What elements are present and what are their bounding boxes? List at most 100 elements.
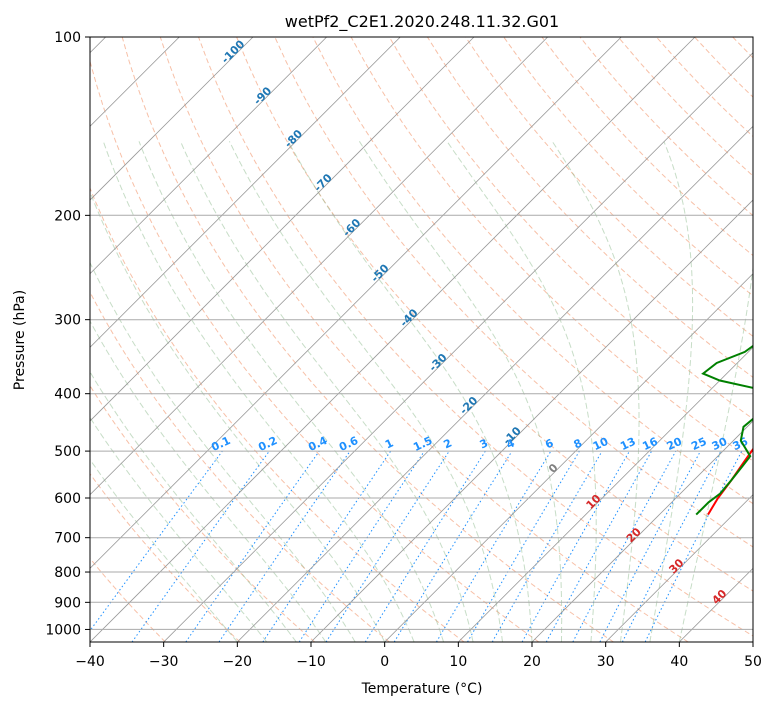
isotherm-line	[458, 346, 753, 642]
x-tick-label: −40	[75, 654, 105, 670]
dry-adiabat-line	[732, 37, 753, 59]
dry-adiabat-line	[90, 291, 390, 642]
dry-adiabat-line	[274, 37, 753, 548]
chart-title: wetPf2_C2E1.2020.248.11.32.G01	[285, 12, 559, 32]
sounding-series	[695, 344, 753, 516]
isotherm-label: 30	[666, 556, 686, 576]
dry-adiabat-line	[159, 37, 689, 642]
isotherm-label: -40	[397, 306, 420, 329]
isotherm-line	[605, 494, 753, 642]
isotherm-label: 20	[624, 525, 644, 545]
y-tick-label: 500	[54, 444, 81, 460]
mixing-ratio-line	[298, 450, 425, 642]
x-tick-label: −20	[223, 654, 253, 670]
dry-adiabat-line	[90, 472, 241, 642]
mixing-ratio-line	[90, 450, 223, 632]
isotherm-line	[679, 567, 753, 642]
thermo-overlay-lines	[90, 37, 775, 642]
y-axis-label: Pressure (hPa)	[12, 290, 28, 390]
dewpoint-profile	[695, 344, 753, 516]
dry-adiabat-line	[350, 37, 753, 462]
mixing-ratio-line	[185, 450, 320, 642]
mixing-ratio-line	[131, 450, 270, 642]
mixing-ratio-line	[545, 450, 653, 642]
mixing-ratio-label: 30	[710, 435, 730, 453]
grid-lines	[90, 37, 753, 642]
mixing-ratio-line	[393, 450, 513, 642]
moist-adiabat-line	[228, 141, 503, 642]
dry-adiabat-line	[236, 37, 753, 592]
isotherm-line	[90, 37, 475, 422]
isotherm-label: 10	[584, 492, 604, 512]
mixing-ratio-line	[262, 450, 392, 642]
y-tick-label: 100	[54, 30, 81, 46]
dry-adiabat-line	[121, 37, 614, 642]
mixing-ratio-label: 1	[383, 436, 395, 451]
dry-adiabat-line	[388, 37, 753, 420]
isotherm-label: -10	[501, 424, 524, 447]
y-tick-label: 400	[54, 387, 81, 403]
x-tick-label: 30	[597, 654, 615, 670]
dry-adiabat-line	[503, 37, 753, 297]
moist-adiabat-line	[358, 141, 563, 642]
dry-adiabat-line	[771, 37, 775, 642]
mixing-ratio-line	[572, 450, 677, 642]
y-tick-label: 900	[54, 595, 81, 611]
mixing-ratio-label: 13	[618, 435, 637, 453]
isotherm-line	[90, 37, 696, 642]
mixing-ratio-line	[325, 450, 450, 642]
isotherm-line	[531, 420, 753, 642]
dry-adiabat-line	[198, 37, 753, 637]
mixing-ratio-line	[364, 450, 486, 642]
moist-adiabat-line	[90, 416, 268, 642]
dry-adiabat-line	[90, 186, 465, 642]
isotherm-line	[90, 37, 327, 275]
mixing-ratio-line	[218, 450, 351, 642]
dry-adiabat-line	[541, 37, 753, 257]
mixing-ratio-label: 2	[442, 436, 454, 451]
isotherm-line	[384, 273, 753, 642]
dry-adiabat-line	[465, 37, 753, 338]
x-tick-label: 0	[380, 654, 389, 670]
moist-adiabat-line	[678, 264, 753, 642]
x-tick-label: 20	[523, 654, 541, 670]
y-tick-label: 800	[54, 565, 81, 581]
x-axis-ticks: −40 −30 −20 −10 0 10 20 30 40 50	[75, 642, 762, 670]
isotherm-label: 40	[709, 587, 729, 607]
mixing-ratio-line	[435, 450, 552, 642]
y-tick-label: 600	[54, 491, 81, 507]
y-tick-label: 1000	[45, 622, 81, 638]
x-tick-label: 40	[670, 654, 688, 670]
dry-adiabat-line	[656, 37, 753, 138]
mixing-ratio-label: 25	[689, 435, 708, 453]
isotherm-line	[90, 37, 548, 496]
y-tick-label: 700	[54, 531, 81, 547]
x-tick-label: −10	[296, 654, 326, 670]
isotherm-line	[237, 125, 753, 642]
dry-adiabat-line	[426, 37, 753, 378]
mixing-ratio-label: 10	[591, 435, 611, 453]
isotherm-label: -90	[251, 84, 274, 107]
y-axis-ticks: 100 200 300 400 500 600 700 800 900 1000	[45, 30, 90, 638]
isotherm-line	[752, 641, 753, 642]
x-tick-label: 50	[744, 654, 762, 670]
dry-adiabat-line	[90, 557, 166, 642]
isotherm-label: -70	[312, 171, 335, 194]
dry-adiabat-line	[90, 384, 316, 642]
isotherm-line	[90, 37, 622, 569]
isotherm-label: -60	[340, 216, 363, 239]
y-tick-label: 300	[54, 313, 81, 329]
x-tick-label: −30	[149, 654, 179, 670]
isotherm-line	[90, 37, 401, 348]
isotherm-label: -80	[282, 127, 305, 150]
isotherm-label: -20	[457, 394, 480, 417]
x-tick-label: 10	[449, 654, 467, 670]
isotherm-line	[90, 37, 254, 201]
plot-frame	[89, 36, 754, 643]
y-tick-label: 200	[54, 208, 81, 224]
moist-adiabat-line	[90, 370, 297, 642]
overlay-labels: 0.1 0.2 0.4 0.6 1 1.5 2 3 4 6 8 10 13 16 20 25 30 36-100-…	[209, 37, 750, 607]
mixing-ratio-label: 20	[665, 435, 685, 453]
mixing-ratio-label: 3	[478, 436, 490, 451]
